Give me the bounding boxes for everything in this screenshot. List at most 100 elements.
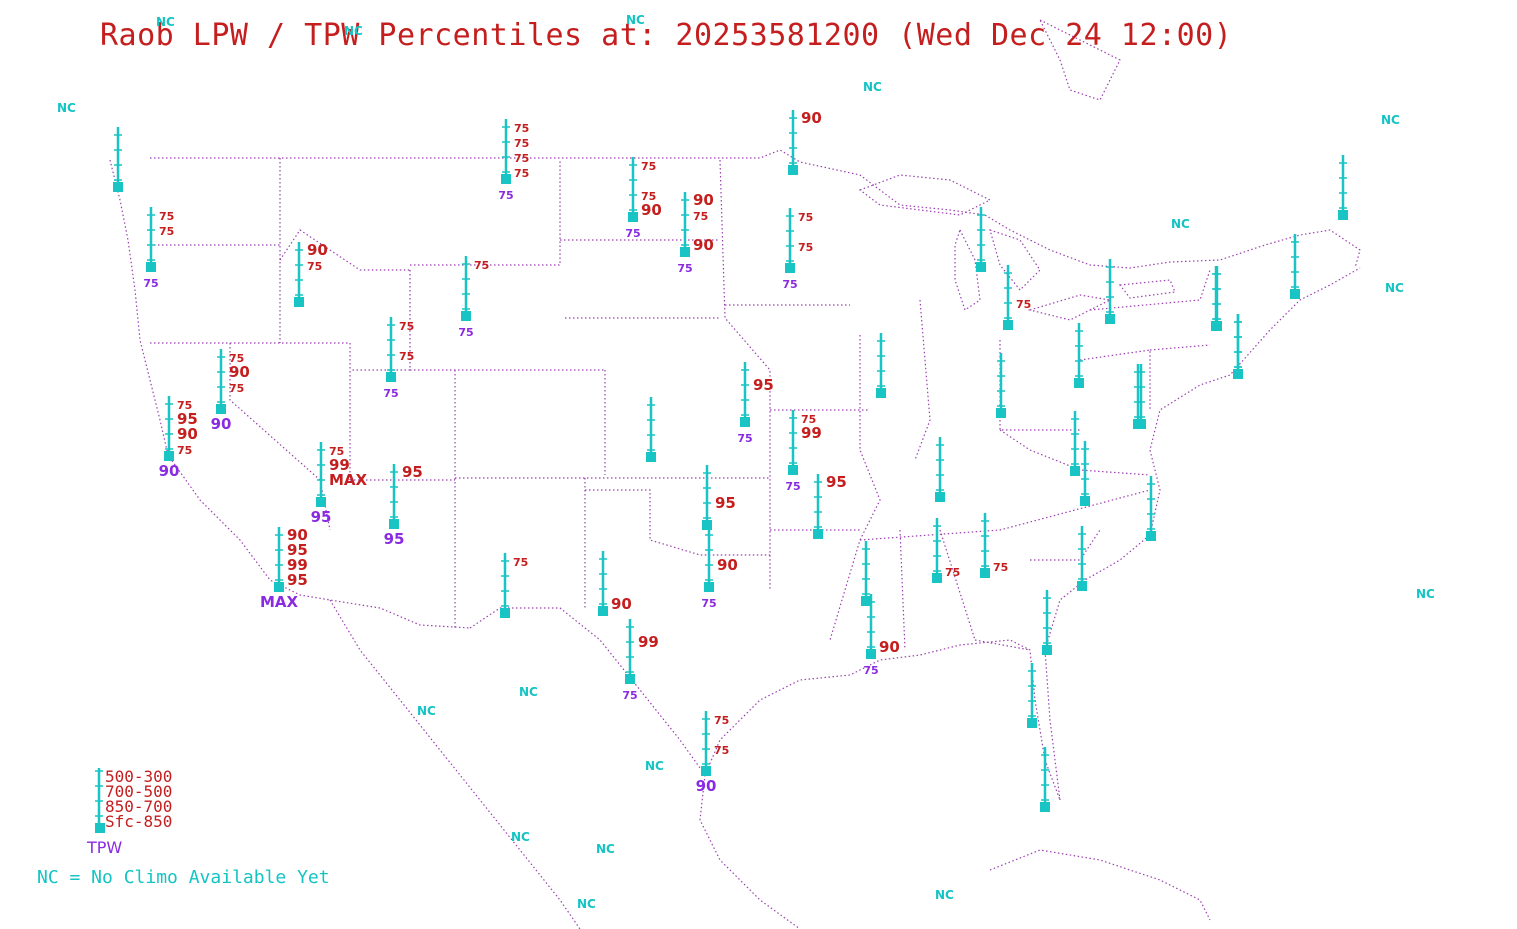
station-marker <box>702 520 712 530</box>
layer-percentile-label: 75 <box>1016 298 1031 311</box>
nc-marker: NC <box>1171 217 1190 231</box>
legend-layer-700-500: 700-500 <box>105 782 173 801</box>
layer-percentile-label: 75 <box>229 382 244 395</box>
station-marker <box>1136 419 1146 429</box>
layer-percentile-label: 99 <box>287 556 308 574</box>
station-s50 <box>1211 266 1221 331</box>
station-marker <box>294 297 304 307</box>
nc-marker: NC <box>863 80 882 94</box>
nc-marker: NC <box>645 759 664 773</box>
layer-percentile-label: MAX <box>329 471 368 489</box>
station-s17: 90 <box>598 551 632 616</box>
layer-percentile-label: 75 <box>798 241 813 254</box>
layer-percentile-label: 75 <box>177 399 192 412</box>
station-s19: 75 75 90 <box>696 711 729 795</box>
station-marker <box>932 573 942 583</box>
layer-percentile-label: 75 <box>399 320 414 333</box>
layer-percentile-label: 75 <box>993 561 1008 574</box>
station-s25: 95 <box>813 473 847 539</box>
tpw-percentile-label: 90 <box>696 777 717 795</box>
nc-marker: NC <box>935 888 954 902</box>
layer-percentile-label: 95 <box>177 410 198 428</box>
layer-percentile-label: 75 <box>514 152 529 165</box>
station-marker <box>1211 321 1221 331</box>
station-marker <box>500 608 510 618</box>
station-marker <box>1290 289 1300 299</box>
station-s35 <box>1074 323 1084 388</box>
station-s27 <box>935 437 945 502</box>
layer-percentile-label: 90 <box>879 638 900 656</box>
tpw-percentile-label: 95 <box>311 508 332 526</box>
tpw-percentile-label: 75 <box>677 262 692 275</box>
layer-percentile-label: 90 <box>717 556 738 574</box>
tpw-percentile-label: 75 <box>622 689 637 702</box>
layer-percentile-label: 75 <box>513 556 528 569</box>
layer-percentile-label: 90 <box>801 109 822 127</box>
station-marker <box>740 417 750 427</box>
station-s22: 95 <box>702 465 736 530</box>
tpw-percentile-label: 90 <box>159 462 180 480</box>
layer-percentile-label: 75 <box>641 190 656 203</box>
tpw-percentile-label: 75 <box>701 597 716 610</box>
station-s18: 99 75 <box>622 619 659 702</box>
station-s20 <box>646 397 656 462</box>
tpw-percentile-label: 90 <box>211 415 232 433</box>
station-s23: 90 75 <box>701 527 738 610</box>
station-s1 <box>113 127 123 192</box>
tpw-percentile-label: 75 <box>498 189 513 202</box>
nc-marker: NC <box>511 830 530 844</box>
legend-station-icon <box>95 768 105 833</box>
mexico-border <box>469 607 706 776</box>
layer-percentile-label: 95 <box>715 494 736 512</box>
lake-superior <box>858 174 992 216</box>
layer-percentile-label: 75 <box>514 137 529 150</box>
tpw-percentile-label: MAX <box>260 593 299 611</box>
station-s38 <box>1105 259 1115 324</box>
station-marker <box>1080 496 1090 506</box>
station-s37 <box>1080 441 1090 506</box>
nc-marker: NC <box>519 685 538 699</box>
station-marker <box>1070 466 1080 476</box>
nc-marker: NC <box>156 15 175 29</box>
station-s40 <box>1146 476 1156 541</box>
tpw-percentile-label: 75 <box>782 278 797 291</box>
station-marker <box>113 182 123 192</box>
tpw-percentile-label: 75 <box>785 480 800 493</box>
legend-layer-sfc-850: Sfc-850 <box>105 812 173 831</box>
station-s31: 75 <box>980 513 1008 578</box>
station-s44 <box>1040 747 1050 812</box>
layer-percentile-label: 95 <box>402 463 423 481</box>
station-marker <box>1074 378 1084 388</box>
map-borders <box>109 18 1361 929</box>
layer-percentile-label: 95 <box>753 376 774 394</box>
station-marker <box>646 452 656 462</box>
layer-percentile-label: 75 <box>474 259 489 272</box>
pacific-coastline <box>109 159 471 629</box>
nc-marker: NC <box>1385 281 1404 295</box>
tpw-percentile-label: 75 <box>863 664 878 677</box>
station-marker <box>164 451 174 461</box>
station-marker <box>628 212 638 222</box>
station-s32 <box>976 207 986 272</box>
layer-percentile-label: 75 <box>329 445 344 458</box>
hudson-bay <box>1038 18 1121 101</box>
layer-percentile-label: 75 <box>307 260 322 273</box>
station-s16: 75 <box>500 553 528 618</box>
layer-percentile-label: 95 <box>826 473 847 491</box>
station-marker <box>1027 718 1037 728</box>
station-marker <box>861 596 871 606</box>
layer-percentile-label: 95 <box>287 571 308 589</box>
layer-percentile-label: 90 <box>287 526 308 544</box>
station-marker <box>461 311 471 321</box>
stations-layer: 7575757575757575757590759075907590757575… <box>113 109 1348 812</box>
layer-percentile-label: 75 <box>641 160 656 173</box>
station-marker <box>316 497 326 507</box>
nc-marker: NC <box>577 897 596 911</box>
us-canada-border <box>150 149 1361 269</box>
station-s41 <box>1077 526 1087 591</box>
layer-percentile-label: 99 <box>801 424 822 442</box>
station-marker <box>788 465 798 475</box>
